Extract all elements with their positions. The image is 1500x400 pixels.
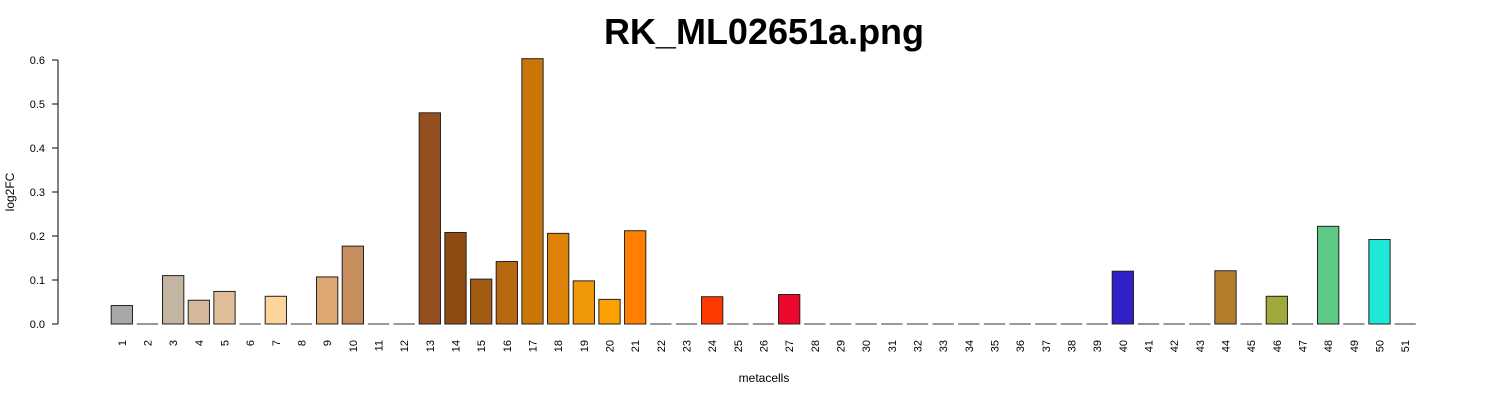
x-tick-label: 25 <box>733 340 745 352</box>
x-tick-label: 10 <box>348 340 360 352</box>
bar-metacell-17 <box>521 58 544 325</box>
x-tick-label: 2 <box>143 340 155 346</box>
x-tick-label: 5 <box>220 340 232 346</box>
x-tick-label: 27 <box>784 340 796 352</box>
bar-metacell-13 <box>418 112 441 325</box>
bar-metacell-21 <box>624 230 647 325</box>
x-tick-label: 28 <box>810 340 822 352</box>
x-tick-label: 36 <box>1015 340 1027 352</box>
x-tick-label: 7 <box>271 340 283 346</box>
x-tick-label: 13 <box>425 340 437 352</box>
y-tick-label: 0.4 <box>30 143 45 155</box>
bars-group <box>110 58 1416 325</box>
bar-metacell-18 <box>547 232 570 325</box>
x-tick-label: 45 <box>1246 340 1258 352</box>
bar-metacell-27 <box>778 294 801 325</box>
x-tick-label: 18 <box>553 340 565 352</box>
bar-metacell-20 <box>598 298 621 325</box>
x-tick-label: 47 <box>1298 340 1310 352</box>
y-tick-label: 0.0 <box>30 319 45 331</box>
x-tick-label: 30 <box>861 340 873 352</box>
x-axis-label: metacells <box>739 371 790 385</box>
x-tick-label: 1 <box>117 340 129 346</box>
x-tick-label: 41 <box>1144 340 1156 352</box>
x-tick-label: 37 <box>1041 340 1053 352</box>
chart-title: RK_ML02651a.png <box>604 11 924 52</box>
x-tick-label: 24 <box>707 340 719 352</box>
x-tick-label: 4 <box>194 340 206 346</box>
x-tick-label: 3 <box>168 340 180 346</box>
y-tick-label: 0.5 <box>30 99 45 111</box>
x-tick-label: 8 <box>297 340 309 346</box>
bar-metacell-24 <box>701 296 724 325</box>
x-tick-label: 49 <box>1349 340 1361 352</box>
x-tick-label: 51 <box>1400 340 1412 352</box>
x-tick-label: 44 <box>1221 340 1233 352</box>
x-tick-label: 11 <box>374 340 386 351</box>
y-axis-label: log2FC <box>3 172 17 211</box>
x-tick-label: 43 <box>1195 340 1207 352</box>
bar-metacell-16 <box>495 261 518 325</box>
x-tick-label: 40 <box>1118 340 1130 352</box>
x-tick-label: 26 <box>759 340 771 352</box>
x-tick-label: 12 <box>399 340 411 352</box>
y-tick-label: 0.1 <box>30 275 45 287</box>
bar-metacell-44 <box>1214 270 1237 325</box>
bar-metacell-46 <box>1265 295 1288 325</box>
y-tick-label: 0.2 <box>30 231 45 243</box>
bar-metacell-40 <box>1111 270 1134 325</box>
bar-metacell-14 <box>444 231 467 325</box>
x-tick-label: 32 <box>913 340 925 352</box>
y-tick-label: 0.3 <box>30 187 45 199</box>
x-tick-label: 50 <box>1375 340 1387 352</box>
x-tick-label: 29 <box>836 340 848 352</box>
x-tick-label: 21 <box>630 340 642 352</box>
bar-metacell-10 <box>341 245 364 325</box>
bar-metacell-7 <box>264 295 287 325</box>
x-tick-label: 33 <box>938 340 950 352</box>
bar-metacell-9 <box>316 276 339 325</box>
y-tick-label: 0.6 <box>30 55 45 67</box>
x-tick-label: 48 <box>1323 340 1335 352</box>
x-tick-label: 14 <box>451 340 463 352</box>
x-tick-label: 38 <box>1067 340 1079 352</box>
x-tick-label: 15 <box>476 340 488 352</box>
bar-metacell-15 <box>470 278 493 325</box>
bar-metacell-48 <box>1317 225 1340 325</box>
x-tick-label: 9 <box>322 340 334 346</box>
x-tick-label: 16 <box>502 340 514 352</box>
x-tick-label: 22 <box>656 340 668 352</box>
x-tick-label: 39 <box>1092 340 1104 352</box>
x-axis-tick-labels: 1 2 3 4 5 6 7 8 9 10 11 12 13 14 15 16 17 18 19 20 21 22 23 24 2… <box>117 340 1412 352</box>
x-tick-label: 23 <box>682 340 694 352</box>
x-tick-label: 35 <box>990 340 1002 352</box>
bar-metacell-5 <box>213 290 236 325</box>
x-tick-label: 17 <box>528 340 540 352</box>
x-tick-label: 42 <box>1169 340 1181 352</box>
x-tick-label: 19 <box>579 340 591 352</box>
x-tick-label: 46 <box>1272 340 1284 352</box>
bar-metacell-50 <box>1368 239 1391 325</box>
bar-metacell-1 <box>110 305 133 325</box>
y-axis-ticks: 0.0 0.1 0.2 0.3 0.4 0.5 0.6 <box>30 55 58 331</box>
x-tick-label: 34 <box>964 340 976 352</box>
x-tick-label: 31 <box>887 340 899 352</box>
x-tick-label: 20 <box>605 340 617 352</box>
bar-metacell-19 <box>572 280 595 325</box>
bar-metacell-3 <box>162 275 185 325</box>
bar-metacell-4 <box>187 299 210 325</box>
x-tick-label: 6 <box>245 340 257 346</box>
